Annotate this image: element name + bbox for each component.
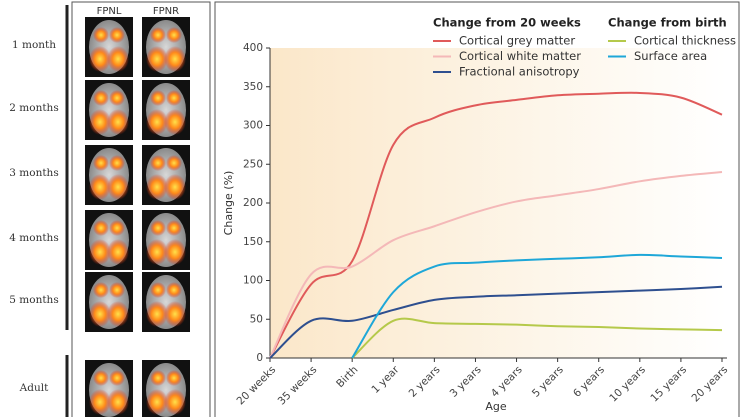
activation: [150, 155, 166, 171]
activation: [109, 90, 125, 106]
activation: [146, 46, 168, 72]
activation: [166, 27, 182, 43]
y-tick-label: 250: [243, 158, 263, 170]
activation: [93, 90, 109, 106]
activation: [166, 90, 182, 106]
y-tick-label: 300: [243, 120, 263, 132]
activation: [107, 46, 129, 72]
activation: [89, 301, 111, 327]
activation: [150, 90, 166, 106]
activation: [107, 174, 129, 200]
activation: [150, 370, 166, 386]
activation: [164, 46, 186, 72]
activation: [146, 389, 168, 415]
image-panel: [71, 1, 211, 417]
activation: [89, 174, 111, 200]
activation: [109, 155, 125, 171]
activation: [166, 370, 182, 386]
activation: [107, 301, 129, 327]
left-panel: FPNL FPNR 1 month 2 months 3 months 4 months 5…: [9, 6, 190, 417]
activation: [93, 282, 109, 298]
y-tick-label: 0: [256, 352, 263, 364]
legend-label: Cortical white matter: [459, 49, 581, 63]
activation: [164, 174, 186, 200]
series-line: [269, 91, 723, 359]
activation: [166, 282, 182, 298]
activation: [166, 220, 182, 236]
activation: [89, 239, 111, 265]
series-line: [269, 171, 723, 359]
y-axis-label: Change (%): [222, 171, 235, 236]
row-label: 1 month: [12, 39, 56, 51]
activation: [164, 389, 186, 415]
activation: [107, 109, 129, 135]
activation: [109, 282, 125, 298]
activation: [109, 220, 125, 236]
legend-group-title: Change from 20 weeks: [433, 16, 581, 30]
column-label: FPNL: [97, 6, 122, 17]
row-label: 2 months: [9, 102, 58, 114]
series-line: [351, 317, 723, 359]
y-tick-label: 200: [243, 197, 263, 209]
activation: [107, 389, 129, 415]
activation: [89, 109, 111, 135]
series-line: [269, 285, 723, 359]
x-axis-label: Age: [485, 400, 507, 413]
activation: [93, 27, 109, 43]
row-label: 3 months: [9, 167, 58, 179]
y-tick-label: 100: [243, 275, 263, 287]
activation: [109, 370, 125, 386]
y-tick-label: 50: [250, 313, 263, 325]
y-tick-label: 400: [243, 42, 263, 54]
activation: [93, 220, 109, 236]
activation: [150, 282, 166, 298]
activation: [93, 370, 109, 386]
activation: [150, 27, 166, 43]
activation: [146, 109, 168, 135]
activation: [89, 46, 111, 72]
activation: [109, 27, 125, 43]
activation: [107, 239, 129, 265]
y-tick-label: 150: [243, 236, 263, 248]
activation: [164, 109, 186, 135]
plot-background: [270, 48, 727, 358]
legend-label: Fractional anisotropy: [459, 65, 580, 79]
activation: [164, 301, 186, 327]
activation: [150, 220, 166, 236]
activation: [166, 155, 182, 171]
activation: [89, 389, 111, 415]
chart-panel: [214, 1, 740, 417]
activation: [146, 301, 168, 327]
legend-label: Cortical grey matter: [459, 34, 575, 48]
series-line: [351, 253, 723, 359]
activation: [164, 239, 186, 265]
row-label: 4 months: [9, 232, 58, 244]
legend-group-title: Change from birth: [608, 16, 727, 30]
y-tick-label: 350: [243, 81, 263, 93]
activation: [146, 174, 168, 200]
activation: [146, 239, 168, 265]
activation: [93, 155, 109, 171]
legend-label: Cortical thickness: [634, 34, 736, 48]
row-label: 5 months: [9, 294, 58, 306]
row-label: Adult: [19, 382, 49, 394]
legend-label: Surface area: [634, 49, 707, 63]
column-label: FPNR: [153, 6, 179, 17]
